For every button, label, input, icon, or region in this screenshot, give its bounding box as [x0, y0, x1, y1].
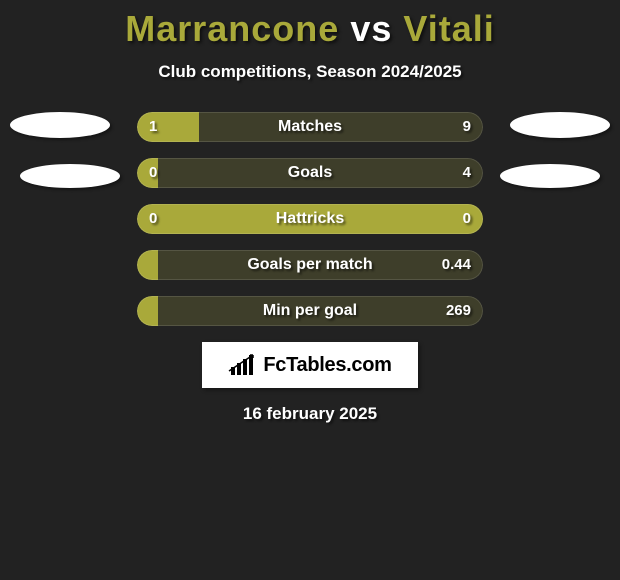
subtitle: Club competitions, Season 2024/2025 — [0, 62, 620, 82]
stat-bar: 19Matches — [137, 112, 483, 142]
stat-label: Matches — [137, 112, 483, 142]
date-text: 16 february 2025 — [0, 404, 620, 424]
player1-team-ellipse-1 — [10, 112, 110, 138]
stat-bars: 19Matches 04Goals 00Hattricks 0.44Goals per… — [137, 112, 483, 326]
logo-text: FcTables.com — [263, 354, 391, 377]
stat-bar: 00Hattricks — [137, 204, 483, 234]
player2-name: Vitali — [403, 8, 494, 49]
stat-bar: 04Goals — [137, 158, 483, 188]
vs-text: vs — [350, 8, 392, 49]
comparison-card: Marrancone vs Vitali Club competitions, … — [0, 8, 620, 424]
title: Marrancone vs Vitali — [0, 8, 620, 50]
bar-chart-icon — [228, 353, 256, 377]
logo-box: FcTables.com — [202, 342, 418, 388]
player1-team-ellipse-2 — [20, 164, 120, 188]
stat-bar: 0.44Goals per match — [137, 250, 483, 280]
stat-label: Goals — [137, 158, 483, 188]
player1-name: Marrancone — [125, 8, 339, 49]
stat-label: Goals per match — [137, 250, 483, 280]
stats-area: 19Matches 04Goals 00Hattricks 0.44Goals per… — [0, 112, 620, 326]
stat-label: Min per goal — [137, 296, 483, 326]
player2-team-ellipse-1 — [510, 112, 610, 138]
stat-bar: 269Min per goal — [137, 296, 483, 326]
player2-team-ellipse-2 — [500, 164, 600, 188]
stat-label: Hattricks — [137, 204, 483, 234]
